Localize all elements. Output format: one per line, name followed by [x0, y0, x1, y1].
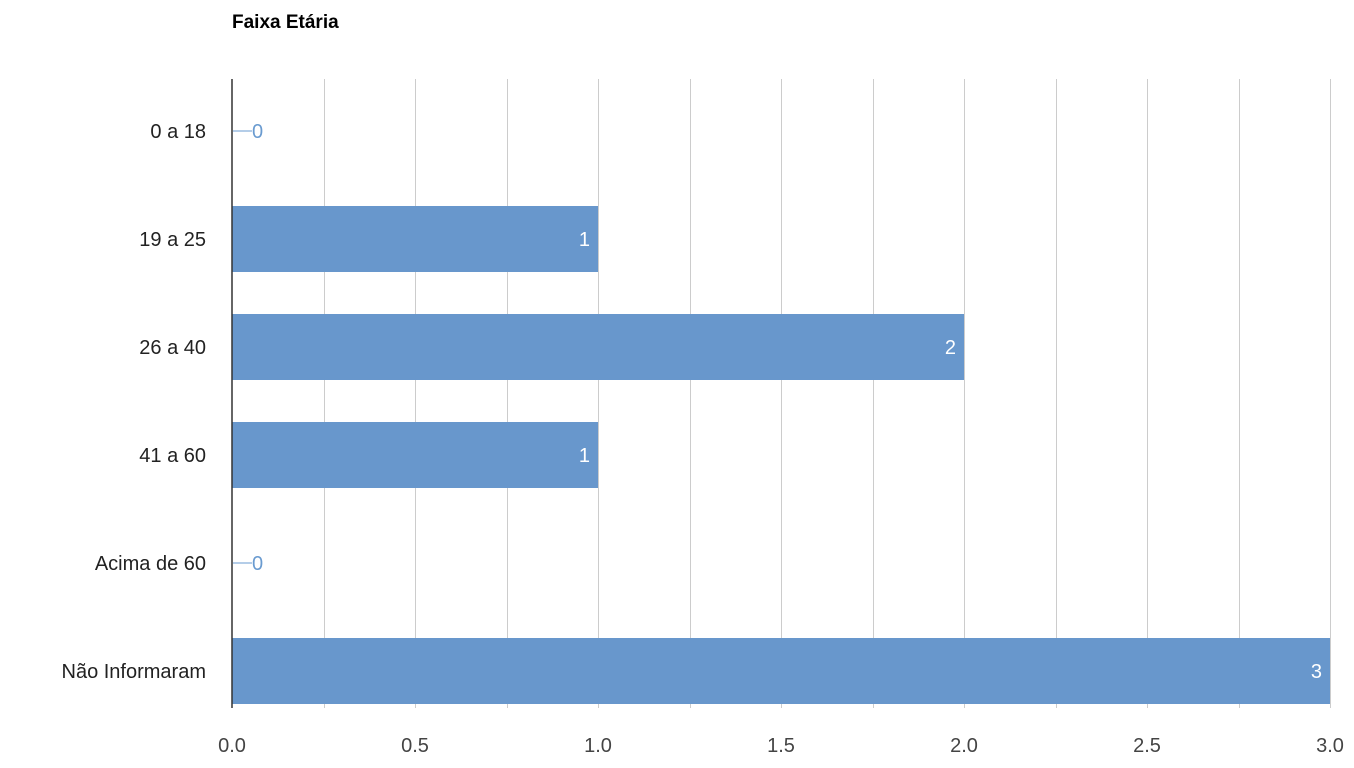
- value-label: 0: [252, 553, 263, 575]
- bar: [232, 422, 598, 488]
- value-label: 1: [579, 229, 590, 251]
- chart-title: Faixa Etária: [232, 12, 339, 33]
- x-tick-label: 2.0: [950, 735, 978, 757]
- x-tick-labels: 0.0 0.5 1.0 1.5 2.0 2.5 3.0: [218, 735, 1344, 757]
- bar: [232, 314, 964, 380]
- category-label: 41 a 60: [139, 445, 206, 467]
- bar: [232, 206, 598, 272]
- x-tick-label: 3.0: [1316, 735, 1344, 757]
- gridlines: [324, 79, 1331, 708]
- category-label: 0 a 18: [150, 121, 206, 143]
- x-tick-label: 0.5: [401, 735, 429, 757]
- value-label: 1: [579, 445, 590, 467]
- x-tick-label: 1.5: [767, 735, 795, 757]
- value-label: 0: [252, 121, 263, 143]
- x-tick-label: 0.0: [218, 735, 246, 757]
- x-tick-label: 1.0: [584, 735, 612, 757]
- category-label: 19 a 25: [139, 229, 206, 251]
- category-labels: 0 a 18 19 a 25 26 a 40 41 a 60 Acima de 60 Nã…: [62, 121, 207, 683]
- category-label: Não Informaram: [62, 661, 207, 683]
- x-tick-label: 2.5: [1133, 735, 1161, 757]
- value-label: 2: [945, 337, 956, 359]
- value-labels: 0 1 2 1 0 3: [233, 121, 1322, 683]
- category-label: 26 a 40: [139, 337, 206, 359]
- category-label: Acima de 60: [95, 553, 206, 575]
- value-label: 3: [1311, 661, 1322, 683]
- bar: [232, 638, 1330, 704]
- bars: [232, 206, 1330, 704]
